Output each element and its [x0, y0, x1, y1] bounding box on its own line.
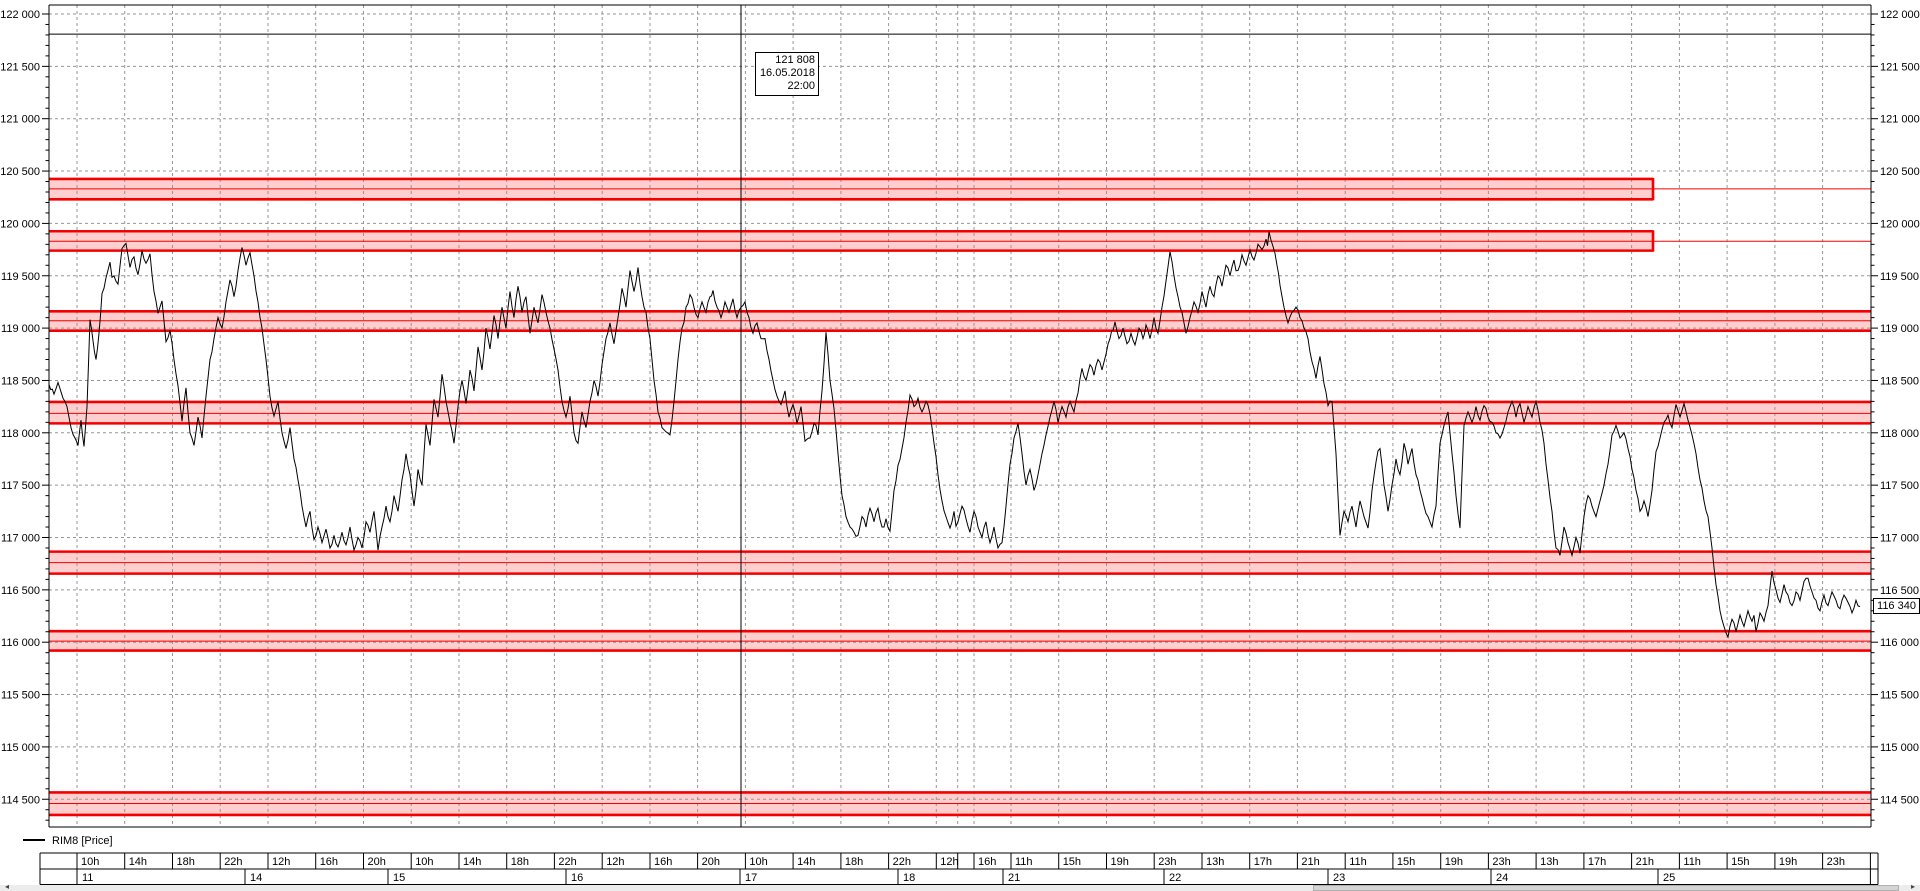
date-label: 15 — [393, 872, 405, 884]
resistance-zone[interactable] — [49, 401, 1871, 424]
crosshair-tooltip: 121 808 16.05.2018 22:00 — [755, 52, 819, 96]
horizontal-scrollbar[interactable] — [0, 885, 1920, 891]
hour-label: 11h — [1683, 856, 1701, 868]
y-axis-label-right: 115 000 — [1880, 742, 1919, 754]
scroll-left-icon[interactable]: ◂ — [4, 882, 9, 891]
y-axis-label-left: 118 000 — [1, 428, 40, 440]
hour-label: 12h — [272, 856, 290, 868]
tooltip-price: 121 808 — [775, 54, 815, 66]
y-axis-label-left: 120 000 — [0, 218, 40, 230]
y-axis-label-right: 118 000 — [1880, 428, 1919, 440]
y-axis-label-left: 114 500 — [1, 794, 40, 806]
hour-label: 15h — [1397, 856, 1415, 868]
hour-label: 16h — [978, 856, 996, 868]
hour-label: 14h — [463, 856, 481, 868]
hour-label: 11h — [1349, 856, 1367, 868]
hour-label: 19h — [1445, 856, 1463, 868]
hour-label: 23h — [1827, 856, 1845, 868]
y-axis-label-left: 119 000 — [1, 323, 40, 335]
y-axis-label-right: 116 000 — [1880, 637, 1919, 649]
hour-label: 10h — [749, 856, 767, 868]
y-axis-label-left: 122 000 — [0, 9, 40, 21]
y-axis-label-right: 119 500 — [1880, 271, 1919, 283]
date-label: 17 — [745, 872, 757, 884]
hour-label: 18h — [511, 856, 529, 868]
y-axis-label-right: 117 500 — [1880, 480, 1919, 492]
date-label: 23 — [1333, 872, 1345, 884]
hour-label: 23h — [1492, 856, 1510, 868]
scrollbar-thumb[interactable] — [1313, 885, 1899, 891]
y-axis-label-left: 115 500 — [1, 690, 40, 702]
y-axis-label-left: 121 500 — [0, 61, 40, 73]
hour-label: 17h — [1588, 856, 1606, 868]
date-label: 18 — [903, 872, 915, 884]
date-label: 21 — [1008, 872, 1020, 884]
y-axis-label-right: 117 000 — [1880, 533, 1919, 545]
hour-label: 18h — [177, 856, 195, 868]
hour-label: 13h — [1206, 856, 1224, 868]
hour-label: 14h — [797, 856, 815, 868]
hour-label: 21h — [1301, 856, 1319, 868]
y-axis-label-left: 115 000 — [1, 742, 40, 754]
y-axis-label-right: 114 500 — [1880, 794, 1919, 806]
hour-label: 22h — [224, 856, 242, 868]
hour-label: 20h — [702, 856, 720, 868]
hour-label: 20h — [368, 856, 386, 868]
y-axis-label-left: 120 500 — [0, 166, 40, 178]
last-price-label: 116 340 — [1873, 598, 1920, 614]
hour-label: 14h — [129, 856, 147, 868]
hour-label: 16h — [320, 856, 338, 868]
date-label: 22 — [1169, 872, 1181, 884]
hour-label: 12h — [606, 856, 624, 868]
tooltip-date: 16.05.2018 — [759, 67, 815, 79]
date-label: 11 — [82, 872, 93, 884]
y-axis-label-right: 116 500 — [1880, 585, 1919, 597]
y-axis-label-right: 122 000 — [1880, 9, 1920, 21]
y-axis-label-left: 121 000 — [0, 114, 40, 126]
hour-label: 13h — [1540, 856, 1558, 868]
date-label: 24 — [1496, 872, 1508, 884]
y-axis-label-right: 121 000 — [1880, 114, 1920, 126]
y-axis-label-left: 118 500 — [1, 375, 40, 387]
hour-label: 11h — [1015, 856, 1033, 868]
y-axis-label-right: 120 500 — [1880, 166, 1920, 178]
hour-label: 15h — [1063, 856, 1081, 868]
y-axis-label-left: 116 500 — [1, 585, 40, 597]
y-axis-label-left: 117 000 — [1, 533, 40, 545]
hour-label: 10h — [415, 856, 433, 868]
hour-label: 10h — [81, 856, 99, 868]
legend-line-icon — [23, 838, 45, 841]
date-label: 25 — [1663, 872, 1675, 884]
hour-label: 12h — [940, 856, 958, 868]
date-label: 14 — [250, 872, 262, 884]
tooltip-time: 22:00 — [787, 80, 815, 92]
hour-label: 21h — [1636, 856, 1654, 868]
y-axis-label-left: 116 000 — [1, 637, 40, 649]
hour-label: 23h — [1158, 856, 1176, 868]
hour-label: 17h — [1254, 856, 1272, 868]
y-axis-label-right: 119 000 — [1880, 323, 1919, 335]
hour-label: 18h — [845, 856, 863, 868]
hour-label: 22h — [893, 856, 911, 868]
chart-plot-area[interactable] — [49, 5, 1871, 827]
y-axis-label-right: 120 000 — [1880, 218, 1920, 230]
hour-label: 22h — [558, 856, 576, 868]
y-axis-label-right: 121 500 — [1880, 61, 1920, 73]
y-axis-label-left: 117 500 — [1, 480, 40, 492]
hour-label: 16h — [654, 856, 672, 868]
price-series-line — [48, 231, 1861, 639]
hour-label: 19h — [1111, 856, 1129, 868]
hour-label: 15h — [1731, 856, 1749, 868]
legend-label: RIM8 [Price] — [52, 835, 113, 847]
series-legend[interactable]: RIM8 [Price] — [23, 835, 113, 851]
y-axis-label-left: 119 500 — [1, 271, 40, 283]
scroll-right-icon[interactable]: ▸ — [1910, 882, 1915, 891]
y-axis-label-right: 115 500 — [1880, 690, 1919, 702]
hour-label: 19h — [1779, 856, 1797, 868]
y-axis-label-right: 118 500 — [1880, 375, 1919, 387]
date-label: 16 — [571, 872, 583, 884]
